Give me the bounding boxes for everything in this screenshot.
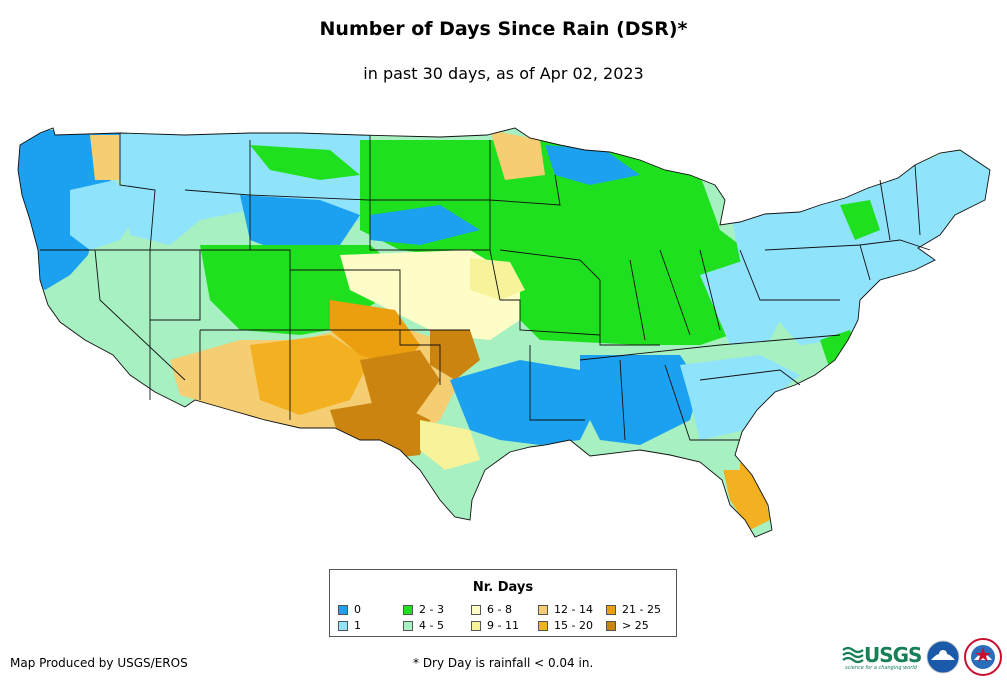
legend-swatch — [403, 621, 413, 631]
legend-swatch — [606, 605, 616, 615]
legend-item: 2 - 3 — [403, 604, 444, 618]
usgs-logo: USGS — [864, 643, 922, 667]
usgs-wave-icon — [842, 646, 864, 664]
legend: Nr. Days 0 1 2 - 3 4 - 5 6 - 8 9 - 11 12… — [329, 569, 677, 637]
legend-swatch — [606, 621, 616, 631]
dsr-color-field — [18, 128, 990, 537]
noaa-logo-icon — [926, 640, 960, 674]
legend-item: 6 - 8 — [471, 604, 512, 618]
legend-swatch — [471, 621, 481, 631]
legend-item: 4 - 5 — [403, 620, 444, 634]
legend-swatch — [538, 621, 548, 631]
nws-logo-icon — [964, 638, 1002, 676]
map-subtitle: in past 30 days, as of Apr 02, 2023 — [363, 64, 644, 83]
legend-item: 0 — [338, 604, 361, 618]
map-credit: Map Produced by USGS/EROS — [10, 656, 188, 670]
legend-swatch — [471, 605, 481, 615]
state-borders — [17, 127, 991, 538]
legend-item: 9 - 11 — [471, 620, 519, 634]
legend-title: Nr. Days — [472, 580, 534, 595]
legend-swatch — [538, 605, 548, 615]
legend-item: 12 - 14 — [538, 604, 593, 618]
legend-item: 15 - 20 — [538, 620, 593, 634]
map-title: Number of Days Since Rain (DSR)* — [319, 18, 688, 40]
agency-logos: USGS science for a changing world — [842, 636, 1007, 676]
dry-day-footnote: * Dry Day is rainfall < 0.04 in. — [413, 656, 594, 670]
legend-item: > 25 — [606, 620, 649, 634]
usgs-tagline: science for a changing world — [845, 665, 917, 671]
legend-swatch — [403, 605, 413, 615]
legend-item: 1 — [338, 620, 361, 634]
legend-swatch — [338, 621, 348, 631]
legend-swatch — [338, 605, 348, 615]
legend-item: 21 - 25 — [606, 604, 661, 618]
